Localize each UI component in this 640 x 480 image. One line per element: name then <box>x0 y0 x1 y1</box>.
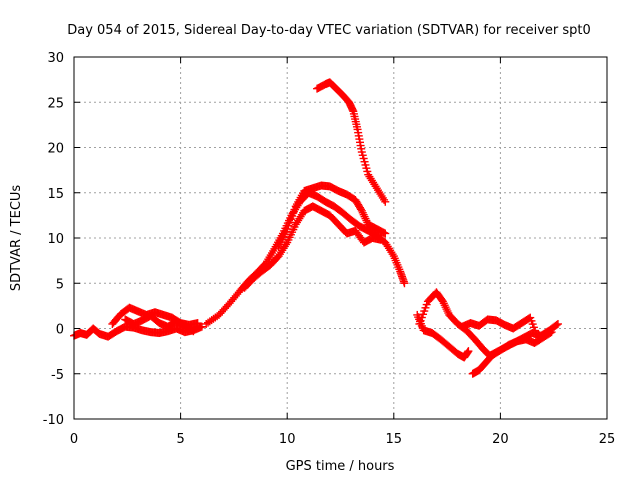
data-points <box>70 78 562 378</box>
y-tick-label: 30 <box>47 51 64 66</box>
x-tick-label: 5 <box>176 432 184 447</box>
data-point <box>359 210 368 219</box>
data-point <box>380 195 389 204</box>
data-point <box>188 326 197 335</box>
x-tick-label: 20 <box>492 432 509 447</box>
y-tick-label: -10 <box>43 413 64 428</box>
axis-ticks: 0 5 10 15 20 25 -10 -5 0 5 10 15 20 25 30 <box>43 51 616 447</box>
plot-frame <box>73 56 608 420</box>
grid <box>74 57 607 419</box>
data-point <box>534 336 543 345</box>
data-point <box>358 208 367 217</box>
y-tick-label: 0 <box>56 323 64 338</box>
data-point <box>400 279 409 288</box>
y-tick-label: 5 <box>56 277 64 292</box>
data-point <box>441 303 450 312</box>
y-axis-label: SDTVAR / TECUs <box>9 185 24 292</box>
data-point <box>189 327 198 336</box>
y-tick-label: -5 <box>51 368 64 383</box>
data-point <box>193 319 202 328</box>
data-point <box>360 212 369 221</box>
x-tick-label: 0 <box>70 432 78 447</box>
data-point <box>356 205 365 214</box>
data-point <box>381 229 390 238</box>
y-tick-label: 20 <box>47 142 64 157</box>
x-axis-label: GPS time / hours <box>286 459 395 474</box>
data-point <box>547 328 556 337</box>
x-tick-label: 15 <box>386 432 403 447</box>
chart-title: Day 054 of 2015, Sidereal Day-to-day VTE… <box>67 23 591 38</box>
x-tick-label: 25 <box>599 432 616 447</box>
y-tick-label: 25 <box>47 96 64 111</box>
data-point <box>377 235 386 244</box>
data-point <box>362 216 371 225</box>
data-point <box>440 301 449 310</box>
data-point <box>361 214 370 223</box>
y-tick-label: 15 <box>47 187 64 202</box>
data-point <box>381 197 390 206</box>
data-point <box>546 328 555 337</box>
x-tick-label: 10 <box>279 432 296 447</box>
data-point <box>464 347 473 356</box>
data-point <box>552 320 561 329</box>
y-tick-label: 10 <box>47 232 64 247</box>
data-point <box>553 319 562 328</box>
data-point <box>443 307 452 316</box>
data-point <box>388 250 397 259</box>
data-point <box>357 206 366 215</box>
data-point <box>281 240 290 249</box>
data-point <box>439 299 448 308</box>
data-point <box>197 322 206 331</box>
data-point <box>442 305 451 314</box>
data-point <box>438 297 447 306</box>
